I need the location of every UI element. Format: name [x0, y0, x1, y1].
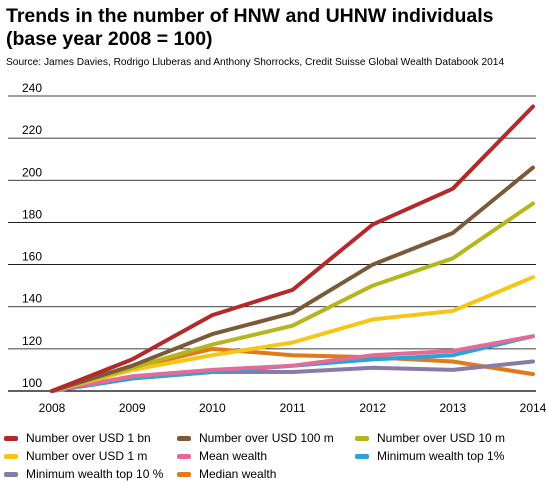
legend-label: Number over USD 100 m	[199, 431, 334, 445]
legend-label: Mean wealth	[199, 449, 268, 463]
x-tick-label: 2009	[119, 401, 146, 415]
legend-item: Mean wealth	[177, 447, 267, 465]
chart-source: Source: James Davies, Rodrigo Lluberas a…	[6, 57, 505, 68]
y-tick-label: 160	[22, 250, 42, 264]
gridlines	[8, 95, 536, 392]
legend-item: Minimum wealth top 10 %	[4, 465, 163, 483]
y-tick-label: 100	[22, 376, 42, 390]
legend-item: Minimum wealth top 1%	[355, 447, 504, 465]
legend-item: Median wealth	[177, 465, 276, 483]
y-tick-label: 240	[22, 81, 42, 95]
legend-label: Number over USD 1 m	[26, 449, 148, 463]
legend-item: Number over USD 1 m	[4, 447, 147, 465]
x-tick-label: 2008	[39, 401, 66, 415]
legend-label: Minimum wealth top 1%	[377, 449, 505, 463]
legend-swatch	[177, 453, 191, 459]
legend-item: Number over USD 10 m	[355, 429, 505, 447]
y-tick-label: 180	[22, 207, 42, 221]
y-tick-label: 140	[22, 292, 42, 306]
legend-swatch	[4, 435, 18, 441]
y-axis-ticks: 100 120 140 160 180 200 220 240	[22, 81, 42, 390]
y-tick-label: 120	[22, 334, 42, 348]
line-chart: 100 120 140 160 180 200 220 240 2008 2009 2010 201…	[8, 81, 546, 415]
legend-label: Number over USD 10 m	[377, 431, 506, 445]
legend-item: Number over USD 1 bn	[4, 429, 151, 447]
legend-swatch	[177, 471, 191, 477]
chart-title: Trends in the number of HNW and UHNW ind…	[6, 5, 494, 50]
series-line-number-over-usd-100-m	[50, 165, 535, 393]
legend-swatch	[355, 435, 369, 441]
legend-label: Number over USD 1 bn	[26, 431, 151, 445]
legend-swatch	[4, 471, 18, 477]
legend-swatch	[177, 435, 191, 441]
x-tick-label: 2014	[520, 401, 546, 415]
x-tick-label: 2012	[359, 401, 386, 415]
legend-swatch	[4, 453, 18, 459]
x-axis-ticks: 2008 2009 2010 2011 2012 2013 2014	[39, 401, 546, 415]
series-line-number-over-usd-10-m	[50, 201, 535, 393]
x-tick-label: 2010	[199, 401, 226, 415]
legend-label: Median wealth	[199, 467, 277, 481]
series-lines	[50, 104, 535, 393]
series-line-number-over-usd-1-bn	[50, 104, 535, 393]
y-tick-label: 200	[22, 165, 42, 179]
legend-swatch	[355, 453, 369, 459]
series-line-number-over-usd-1-m	[50, 275, 535, 393]
y-tick-label: 220	[22, 123, 42, 137]
x-tick-label: 2013	[439, 401, 466, 415]
x-tick-label: 2011	[280, 401, 306, 415]
series-line-mean-wealth	[50, 334, 535, 393]
legend-item: Number over USD 100 m	[177, 429, 334, 447]
legend-label: Minimum wealth top 10 %	[26, 467, 164, 481]
